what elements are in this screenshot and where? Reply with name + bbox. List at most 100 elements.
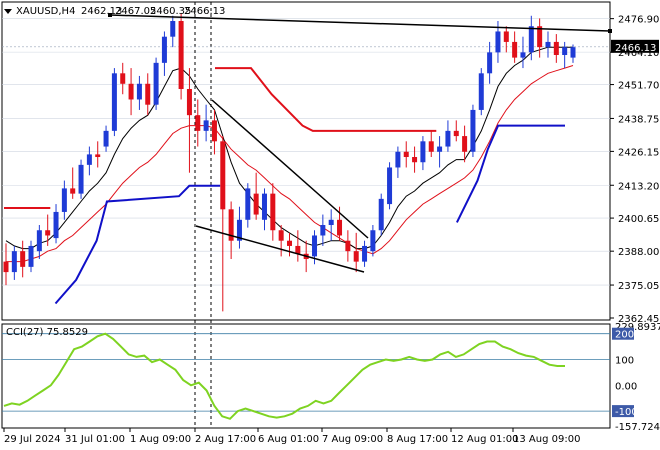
- trendline-anchor-left: [108, 13, 112, 17]
- price-tick-label: 2438.75: [618, 114, 659, 125]
- candle-body: [570, 47, 576, 58]
- candle-body: [220, 141, 226, 210]
- time-tick-label: 8 Aug 17:00: [387, 434, 448, 445]
- time-tick-label: 2 Aug 17:00: [195, 434, 256, 445]
- grid-lines: [2, 2, 610, 428]
- ohlc-open: 2462.13: [81, 6, 122, 17]
- resistance-trendline: [109, 14, 611, 32]
- candle-body: [61, 188, 67, 212]
- candle-body: [20, 251, 26, 267]
- candle-body: [36, 230, 42, 252]
- trendlines: [108, 13, 612, 273]
- cci-level-badge: [612, 405, 634, 418]
- price-panel-frame: [1, 1, 611, 321]
- candle-body: [136, 83, 142, 100]
- candle-body: [362, 245, 368, 262]
- cci-tick-label: 229.8937: [615, 322, 660, 333]
- cci-tick-label: 100: [615, 356, 634, 367]
- candle-body: [412, 157, 418, 163]
- candle-body: [528, 26, 534, 53]
- candle-body: [478, 73, 484, 110]
- candle-body: [78, 164, 84, 194]
- candle-body: [245, 188, 251, 220]
- cci-level-badge: [612, 327, 634, 340]
- candle-body: [128, 83, 134, 100]
- candle-body: [503, 31, 509, 42]
- candle-body: [420, 141, 426, 163]
- candle-body: [253, 193, 259, 215]
- ohlc-low: 2460.35: [150, 6, 191, 17]
- price-tick-label: 2413.20: [618, 181, 659, 192]
- candle-body: [370, 230, 376, 252]
- candle-body: [186, 89, 192, 116]
- candle-body: [378, 198, 384, 231]
- candle-body: [70, 188, 76, 194]
- ohlc-close: 2466.13: [184, 6, 225, 17]
- wedge-lower-trendline: [195, 225, 365, 273]
- price-tick-label: 2476.90: [618, 15, 659, 26]
- candles: [3, 13, 576, 312]
- price-axis: 2476.90 2464.10 2451.70 2438.75 2426.15 2413.…: [610, 15, 659, 325]
- wedge-upper-trendline: [211, 99, 369, 239]
- candle-body: [270, 193, 276, 231]
- candle-body: [103, 130, 109, 147]
- cci-panel-frame: [1, 323, 611, 429]
- price-tick-label: 2451.70: [618, 81, 659, 92]
- price-tick-label: 2426.15: [618, 147, 659, 158]
- candle-body: [278, 230, 284, 241]
- candle-body: [553, 41, 559, 56]
- candle-body: [403, 151, 409, 158]
- candle-body: [337, 219, 343, 236]
- ohlc-high: 2467.05: [115, 6, 156, 17]
- candle-body: [345, 240, 351, 252]
- candle-body: [437, 146, 443, 152]
- candle-body: [120, 73, 126, 84]
- candle-body: [320, 225, 326, 236]
- candle-body: [387, 167, 393, 205]
- cci-label: CCI(27) 75.8529: [6, 327, 88, 338]
- cci-line: [3, 332, 565, 420]
- candle-body: [445, 130, 451, 147]
- candle-body: [95, 154, 101, 158]
- candle-body: [312, 235, 318, 257]
- candle-body: [236, 219, 242, 241]
- candle-body: [470, 109, 476, 152]
- candle-body: [211, 120, 217, 142]
- time-tick-label: 31 Jul 01:00: [65, 434, 125, 445]
- time-tick-label: 12 Aug 01:00: [451, 434, 518, 445]
- time-axis: 29 Jul 2024 31 Jul 01:00 1 Aug 09:00 2 Aug …: [3, 428, 580, 445]
- time-tick-label: 7 Aug 09:00: [322, 434, 383, 445]
- candle-body: [395, 151, 401, 168]
- price-tick-label: 2375.05: [618, 281, 659, 292]
- channel-lower-line: [54, 124, 565, 305]
- candle-body: [178, 21, 184, 90]
- price-tick-label: 2362.45: [618, 314, 659, 325]
- candle-body: [228, 209, 234, 241]
- candle-body: [111, 73, 117, 131]
- time-tick-label: 6 Aug 01:00: [258, 434, 319, 445]
- cci-tick-label: -100: [615, 407, 638, 418]
- candle-body: [195, 115, 201, 131]
- candle-body: [45, 230, 51, 236]
- price-tick-label: 2464.10: [618, 48, 659, 59]
- candle-body: [161, 36, 167, 63]
- candle-body: [520, 52, 526, 58]
- candle-body: [487, 52, 493, 74]
- candle-body: [545, 41, 551, 48]
- candle-body: [462, 136, 468, 152]
- slow-moving-average-line: [6, 65, 574, 263]
- candle-body: [537, 26, 543, 48]
- time-tick-label: 1 Aug 09:00: [130, 434, 191, 445]
- candle-body: [353, 251, 359, 262]
- channel-upper-line: [4, 67, 437, 209]
- candle-body: [28, 245, 34, 267]
- price-tick-label: 2388.00: [618, 247, 659, 258]
- trendline-anchor-right: [608, 29, 612, 33]
- candle-body: [11, 251, 17, 273]
- current-price-tag: 2466.13: [611, 39, 659, 54]
- candle-body: [428, 141, 434, 152]
- candle-body: [453, 130, 459, 137]
